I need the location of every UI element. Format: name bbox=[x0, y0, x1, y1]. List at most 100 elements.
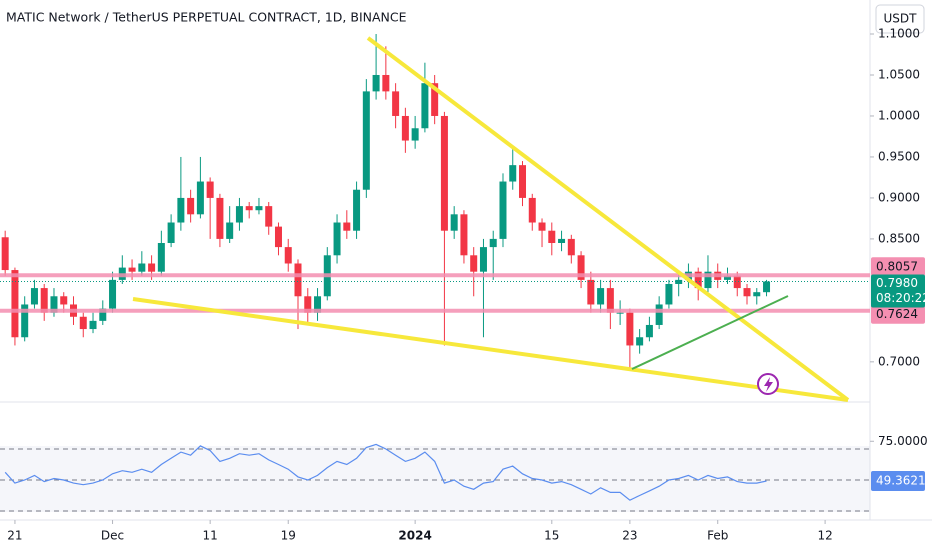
candle-body bbox=[753, 292, 761, 297]
y-tick-label: 1.0500 bbox=[878, 67, 920, 81]
candle-body bbox=[343, 222, 351, 231]
candle-body bbox=[235, 206, 243, 223]
candle-body bbox=[274, 226, 282, 248]
candle-body bbox=[1, 237, 9, 271]
candle-body bbox=[733, 275, 741, 289]
candle-body bbox=[40, 288, 48, 313]
rsi-band bbox=[0, 446, 870, 512]
currency-label[interactable]: USDT bbox=[884, 12, 918, 26]
trendline bbox=[366, 36, 850, 402]
candle-body bbox=[79, 316, 87, 330]
candle-body bbox=[187, 197, 195, 215]
y-tick-label: 75.0000 bbox=[878, 434, 928, 448]
price-line-tag bbox=[871, 257, 925, 277]
y-tick-label: 1.1000 bbox=[878, 27, 920, 41]
candle-body bbox=[157, 243, 165, 272]
candle-body bbox=[723, 275, 731, 280]
candle-body bbox=[177, 197, 185, 223]
candle-body bbox=[314, 296, 322, 313]
candle-body bbox=[284, 247, 292, 264]
candle-body bbox=[99, 308, 107, 321]
candle-body bbox=[353, 189, 361, 231]
y-tick-label: 0.9000 bbox=[878, 190, 920, 204]
candle-body bbox=[89, 320, 97, 330]
candle-body bbox=[587, 279, 595, 305]
candle-body bbox=[21, 304, 29, 338]
candle-body bbox=[763, 281, 771, 293]
x-tick-label: 21 bbox=[7, 529, 22, 543]
candle-body bbox=[294, 263, 302, 297]
currency-button[interactable] bbox=[875, 4, 925, 34]
candle-body bbox=[538, 222, 546, 231]
candle-body bbox=[304, 296, 312, 313]
candle-body bbox=[665, 283, 673, 305]
candle-body bbox=[567, 238, 575, 256]
candle-body bbox=[265, 206, 273, 227]
trendline bbox=[631, 295, 789, 370]
rsi-tag bbox=[871, 471, 925, 492]
candle-body bbox=[411, 128, 419, 141]
y-tick-label: 0.9500 bbox=[878, 149, 920, 163]
candle-body bbox=[479, 247, 487, 272]
candle-body bbox=[30, 288, 38, 305]
candle-body bbox=[206, 181, 214, 198]
candle-body bbox=[226, 222, 234, 239]
x-tick-label: Dec bbox=[101, 529, 124, 543]
rsi-last-label: 49.3621 bbox=[876, 474, 926, 488]
candle-body bbox=[450, 214, 458, 231]
candle-body bbox=[470, 255, 478, 272]
candle-body bbox=[636, 337, 644, 346]
event-icon-bolt bbox=[764, 377, 773, 392]
x-tick-label: Feb bbox=[707, 529, 728, 543]
candle-body bbox=[440, 115, 448, 231]
candle-body bbox=[519, 165, 527, 198]
candle-body bbox=[138, 263, 146, 272]
candle-body bbox=[489, 238, 497, 248]
x-tick-label: 2024 bbox=[398, 529, 431, 543]
candle-body bbox=[421, 83, 429, 129]
candle-body bbox=[694, 271, 702, 289]
candle-body bbox=[392, 91, 400, 116]
candle-body bbox=[333, 222, 341, 256]
candle-body bbox=[645, 324, 653, 338]
candle-body bbox=[255, 206, 263, 211]
candle-body bbox=[109, 279, 117, 309]
candle-body bbox=[548, 230, 556, 244]
candle-body bbox=[509, 165, 517, 182]
candle-body bbox=[655, 304, 663, 325]
x-tick-label: 19 bbox=[281, 529, 296, 543]
chart-title: MATIC Network / TetherUS PERPETUAL CONTR… bbox=[6, 10, 407, 25]
candle-body bbox=[597, 288, 605, 305]
candle-body bbox=[606, 288, 614, 313]
trendline bbox=[132, 297, 849, 402]
x-tick-label: 12 bbox=[817, 529, 832, 543]
y-tick-label: 0.7000 bbox=[878, 354, 920, 368]
candle-body bbox=[216, 197, 224, 239]
candle-body bbox=[362, 91, 370, 190]
price-line-tag bbox=[871, 304, 925, 324]
candle-body bbox=[558, 238, 566, 244]
candle-body bbox=[128, 267, 136, 272]
x-tick-label: 11 bbox=[203, 529, 218, 543]
candle-body bbox=[626, 312, 634, 346]
candle-body bbox=[528, 197, 536, 223]
candle-body bbox=[577, 255, 585, 280]
x-tick-label: 23 bbox=[622, 529, 637, 543]
candle-body bbox=[60, 296, 68, 305]
x-tick-label: 15 bbox=[544, 529, 559, 543]
candle-body bbox=[372, 74, 380, 92]
candle-body bbox=[382, 74, 390, 92]
candle-body bbox=[499, 181, 507, 239]
rsi-line bbox=[4, 443, 767, 501]
countdown-label: 08:20:22 bbox=[876, 291, 930, 305]
candle-body bbox=[431, 83, 439, 116]
candle-body bbox=[148, 263, 156, 272]
last-price-label: 0.7980 bbox=[876, 276, 918, 290]
candle-body bbox=[401, 115, 409, 141]
marks: 1.1000 1.0500 1.0000 0.9500 0.9000 0.8500 0.70… bbox=[0, 27, 930, 543]
candle-body bbox=[167, 222, 175, 244]
candle-body bbox=[245, 206, 253, 211]
last-price-tag bbox=[871, 274, 925, 308]
candle-body bbox=[11, 270, 19, 338]
